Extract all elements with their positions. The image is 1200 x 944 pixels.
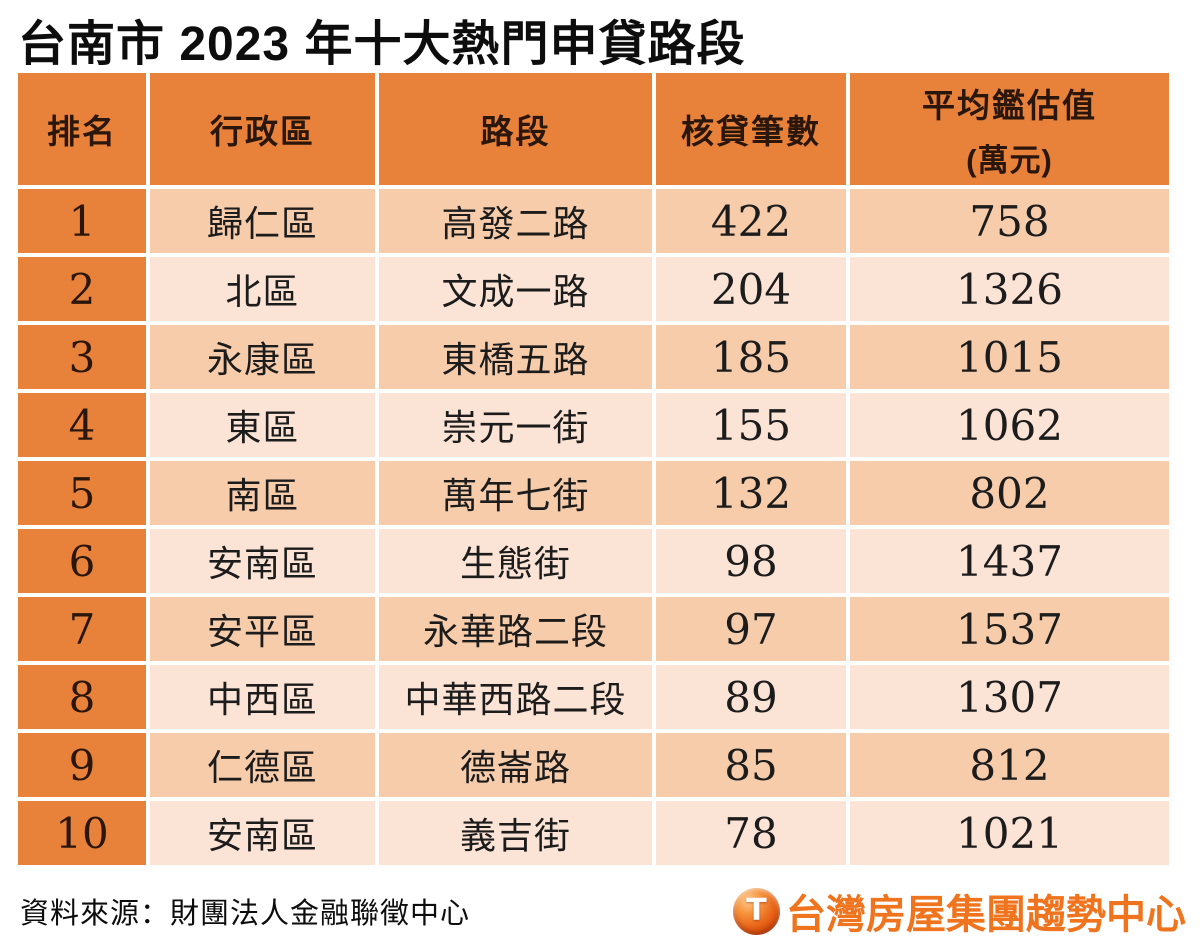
district-cell: 安南區: [150, 529, 375, 593]
column-header-value: 平均鑑估值 (萬元): [850, 73, 1169, 185]
road-cell: 崇元一街: [379, 393, 652, 457]
column-header-count: 核貸筆數: [656, 73, 846, 185]
table-header-row: 排名 行政區 路段 核貸筆數 平均鑑估值 (萬元): [18, 73, 1169, 185]
rank-cell: 8: [18, 665, 146, 729]
road-cell: 中華西路二段: [379, 665, 652, 729]
value-cell: 1015: [850, 325, 1169, 389]
count-cell: 89: [656, 665, 846, 729]
rank-cell: 9: [18, 733, 146, 797]
count-cell: 422: [656, 189, 846, 253]
value-cell: 1021: [850, 801, 1169, 865]
table-row: 5 南區 萬年七街 132 802: [18, 461, 1169, 525]
page-title: 台南市 2023 年十大熱門申貸路段: [18, 18, 746, 71]
value-cell: 1062: [850, 393, 1169, 457]
value-cell: 1537: [850, 597, 1169, 661]
column-header-rank: 排名: [18, 73, 146, 185]
district-cell: 歸仁區: [150, 189, 375, 253]
table-row: 9 仁德區 德崙路 85 812: [18, 733, 1169, 797]
road-cell: 生態街: [379, 529, 652, 593]
rank-cell: 6: [18, 529, 146, 593]
table-row: 4 東區 崇元一街 155 1062: [18, 393, 1169, 457]
count-cell: 98: [656, 529, 846, 593]
table-row: 6 安南區 生態街 98 1437: [18, 529, 1169, 593]
brand-name: 台灣房屋集團趨勢中心: [786, 893, 1186, 937]
loan-table: 排名 行政區 路段 核貸筆數 平均鑑估值 (萬元) 1 歸仁區 高發二路 422…: [14, 69, 1173, 869]
count-cell: 132: [656, 461, 846, 525]
column-header-road: 路段: [379, 73, 652, 185]
road-cell: 義吉街: [379, 801, 652, 865]
rank-cell: 5: [18, 461, 146, 525]
road-cell: 永華路二段: [379, 597, 652, 661]
table-row: 1 歸仁區 高發二路 422 758: [18, 189, 1169, 253]
district-cell: 永康區: [150, 325, 375, 389]
district-cell: 南區: [150, 461, 375, 525]
count-cell: 185: [656, 325, 846, 389]
rank-cell: 7: [18, 597, 146, 661]
value-cell: 1326: [850, 257, 1169, 321]
road-cell: 東橋五路: [379, 325, 652, 389]
rank-cell: 4: [18, 393, 146, 457]
road-cell: 德崙路: [379, 733, 652, 797]
taiwan-housing-logo-icon: T: [733, 887, 780, 935]
district-cell: 中西區: [150, 665, 375, 729]
value-cell: 1307: [850, 665, 1169, 729]
column-header-value-line1: 平均鑑估值: [922, 86, 1097, 124]
district-cell: 安南區: [150, 801, 375, 865]
value-cell: 758: [850, 189, 1169, 253]
footer: 資料來源：財團法人金融聯徵中心 T 台灣房屋集團趨勢中心: [0, 878, 1200, 944]
rank-cell: 3: [18, 325, 146, 389]
district-cell: 仁德區: [150, 733, 375, 797]
table-row: 8 中西區 中華西路二段 89 1307: [18, 665, 1169, 729]
value-cell: 1437: [850, 529, 1169, 593]
rank-cell: 10: [18, 801, 146, 865]
column-header-district: 行政區: [150, 73, 375, 185]
rank-cell: 2: [18, 257, 146, 321]
column-header-value-line2: (萬元): [966, 142, 1053, 178]
count-cell: 78: [656, 801, 846, 865]
count-cell: 85: [656, 733, 846, 797]
road-cell: 萬年七街: [379, 461, 652, 525]
road-cell: 文成一路: [379, 257, 652, 321]
brand-logo: T 台灣房屋集團趨勢中心: [733, 882, 1186, 940]
count-cell: 204: [656, 257, 846, 321]
value-cell: 802: [850, 461, 1169, 525]
logo-letter: T: [746, 893, 767, 928]
count-cell: 155: [656, 393, 846, 457]
district-cell: 安平區: [150, 597, 375, 661]
count-cell: 97: [656, 597, 846, 661]
district-cell: 東區: [150, 393, 375, 457]
table-row: 7 安平區 永華路二段 97 1537: [18, 597, 1169, 661]
data-source-text: 資料來源：財團法人金融聯徵中心: [20, 898, 471, 930]
rank-cell: 1: [18, 189, 146, 253]
table-row: 2 北區 文成一路 204 1326: [18, 257, 1169, 321]
district-cell: 北區: [150, 257, 375, 321]
value-cell: 812: [850, 733, 1169, 797]
table-row: 3 永康區 東橋五路 185 1015: [18, 325, 1169, 389]
road-cell: 高發二路: [379, 189, 652, 253]
table-row: 10 安南區 義吉街 78 1021: [18, 801, 1169, 865]
